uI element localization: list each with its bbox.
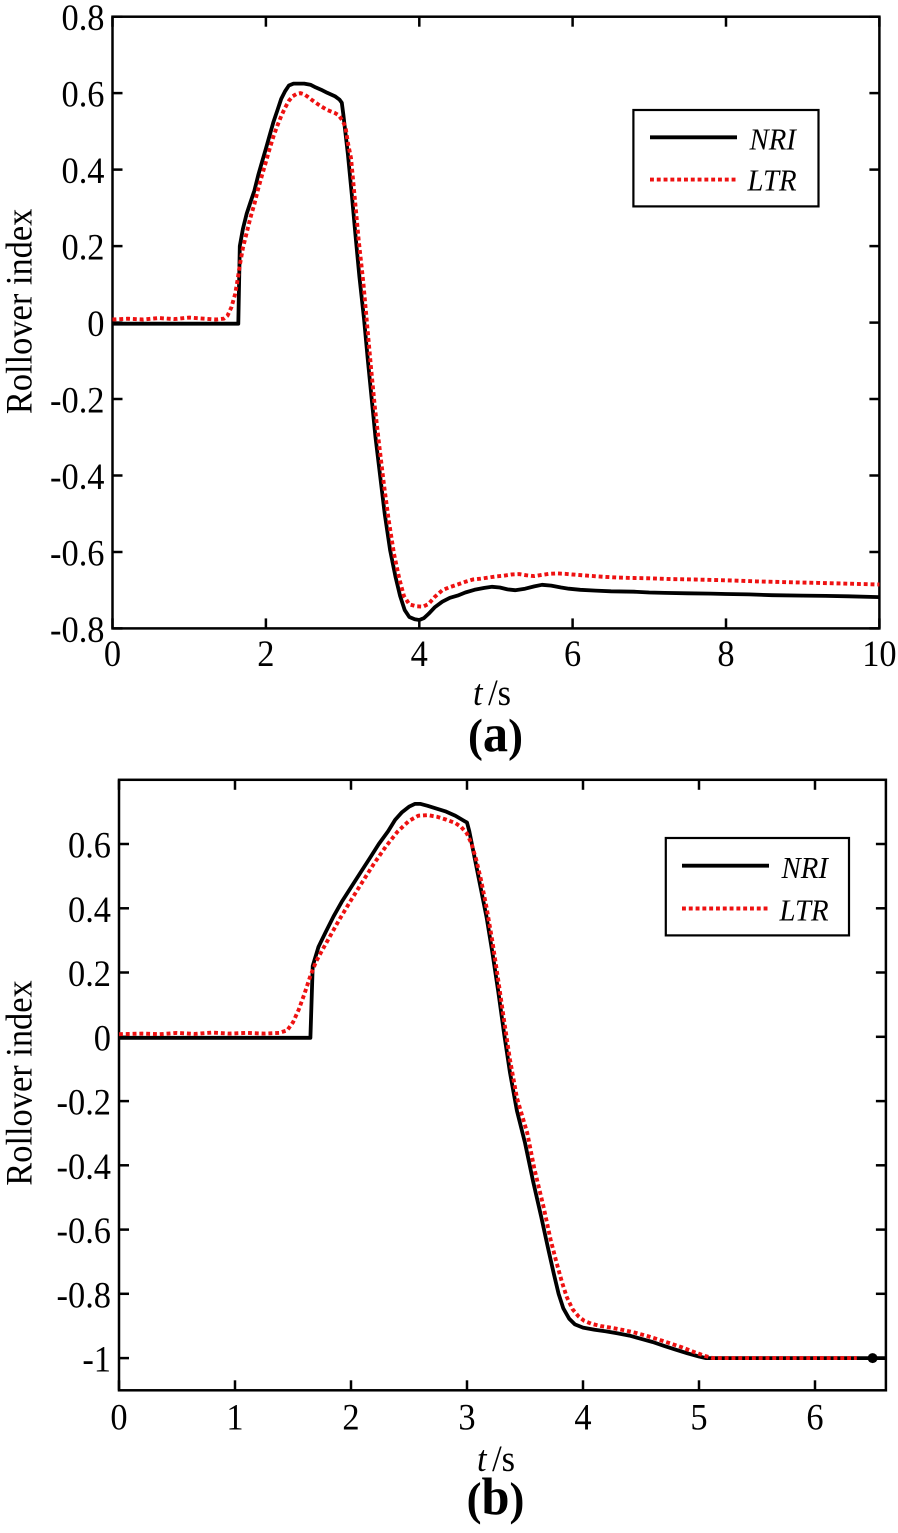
svg-text:(a): (a) [468,705,523,763]
svg-text:2: 2 [342,1396,359,1437]
svg-text:0: 0 [110,1396,127,1437]
svg-text:5: 5 [690,1396,707,1437]
svg-text:0.4: 0.4 [68,889,111,930]
svg-text:-1: -1 [82,1338,111,1379]
svg-text:LTR: LTR [779,894,829,928]
svg-text:-0.6: -0.6 [50,532,104,573]
svg-text:0: 0 [87,303,104,344]
svg-text:0.4: 0.4 [61,150,104,191]
svg-text:0.6: 0.6 [61,73,104,114]
svg-text:(b): (b) [467,1468,525,1526]
svg-text:-0.2: -0.2 [50,379,104,420]
svg-text:Rollover index: Rollover index [0,209,40,415]
svg-text:6: 6 [806,1396,823,1437]
svg-text:0: 0 [94,1017,111,1058]
svg-text:1: 1 [226,1396,243,1437]
svg-text:3: 3 [458,1396,475,1437]
svg-text:LTR: LTR [747,164,797,198]
svg-text:4: 4 [411,633,428,674]
svg-text:-0.8: -0.8 [57,1274,111,1315]
svg-text:8: 8 [717,633,734,674]
svg-text:0: 0 [104,633,121,674]
svg-text:4: 4 [574,1396,591,1437]
svg-text:-0.8: -0.8 [50,609,104,650]
svg-text:0.2: 0.2 [61,226,104,267]
svg-text:-0.2: -0.2 [57,1081,111,1122]
svg-text:t/s: t/s [473,672,511,713]
svg-text:0.2: 0.2 [68,953,111,994]
svg-text:2: 2 [257,633,274,674]
svg-text:0.8: 0.8 [61,0,104,38]
svg-text:0.6: 0.6 [68,824,111,865]
svg-text:-0.6: -0.6 [57,1210,111,1251]
svg-text:10: 10 [862,633,896,674]
svg-text:6: 6 [564,633,581,674]
svg-text:NRI: NRI [749,123,798,157]
svg-text:-0.4: -0.4 [50,456,105,497]
svg-text:-0.4: -0.4 [57,1146,112,1187]
svg-text:Rollover index: Rollover index [0,980,40,1186]
svg-text:NRI: NRI [781,851,830,885]
svg-text:t/s: t/s [477,1438,515,1479]
